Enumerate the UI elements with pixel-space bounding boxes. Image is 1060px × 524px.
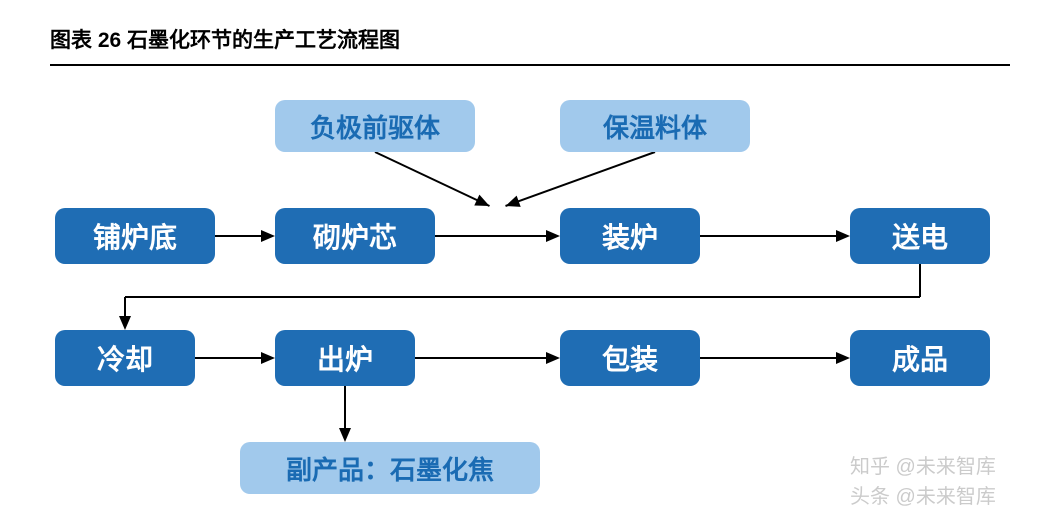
node-core: 砌炉芯 <box>275 208 435 264</box>
flowchart-canvas: 负极前驱体 保温料体铺炉底 砌炉芯 装炉 送电冷却 出炉 包装 成品副产品：石墨化焦 <box>0 0 1060 524</box>
node-precursor: 负极前驱体 <box>275 100 475 152</box>
watermark-1: 头条 @未来智库 <box>850 480 996 509</box>
node-pack: 包装 <box>560 330 700 386</box>
watermark-0: 知乎 @未来智库 <box>850 450 996 479</box>
node-byproduct: 副产品：石墨化焦 <box>240 442 540 494</box>
node-load: 装炉 <box>560 208 700 264</box>
node-power: 送电 <box>850 208 990 264</box>
node-insulation: 保温料体 <box>560 100 750 152</box>
node-bed: 铺炉底 <box>55 208 215 264</box>
node-product: 成品 <box>850 330 990 386</box>
node-cool: 冷却 <box>55 330 195 386</box>
node-out: 出炉 <box>275 330 415 386</box>
